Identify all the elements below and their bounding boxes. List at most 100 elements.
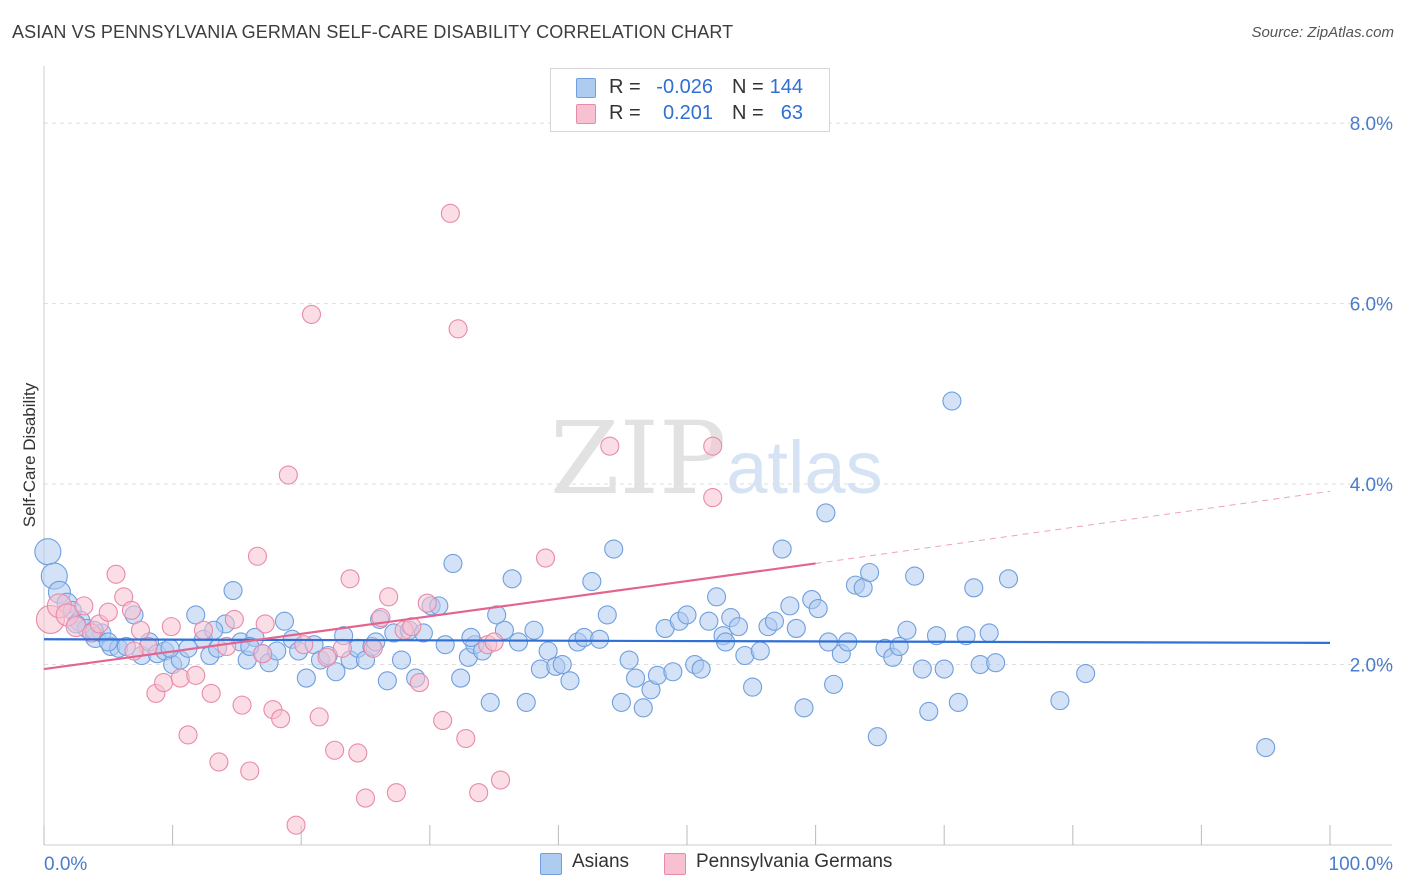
asian-point	[691, 659, 711, 679]
legend-n-value: 144	[769, 76, 803, 98]
pg-point	[309, 707, 329, 727]
chart-title: ASIAN VS PENNSYLVANIA GERMAN SELF-CARE D…	[12, 22, 734, 42]
asian-point	[223, 580, 243, 601]
bottom-legend-label-pg: Pennsylvania Germans	[696, 851, 893, 872]
asian-point	[582, 571, 602, 592]
watermark-atlas: atlas	[726, 426, 883, 509]
asian-point	[663, 662, 683, 682]
asian-point	[619, 650, 639, 670]
asian-point	[326, 662, 346, 682]
asian-point	[824, 674, 844, 694]
legend-swatch-asians	[576, 78, 596, 98]
bottom-legend-swatch-asians	[540, 853, 562, 875]
pg-point	[600, 436, 620, 456]
pg-point	[456, 728, 476, 749]
asian-point	[934, 659, 954, 679]
y-tick-label: 4.0%	[1350, 475, 1393, 496]
asian-point	[794, 698, 814, 718]
asian-point	[377, 671, 397, 691]
pg-point	[325, 740, 345, 760]
pg-point	[417, 593, 437, 613]
asian-point	[786, 618, 806, 638]
legend-row-pg: R = 0.201 N = 63	[551, 101, 829, 127]
asian-point	[956, 626, 976, 646]
pg-point	[106, 564, 126, 584]
asian-point	[274, 611, 295, 631]
asian-point	[451, 668, 471, 688]
asian-point	[186, 605, 206, 625]
pg-point	[332, 638, 352, 658]
asian-point	[867, 727, 887, 747]
pg-point	[186, 665, 206, 685]
asian-point	[480, 692, 500, 712]
pg-point	[98, 602, 118, 622]
asian-point	[919, 701, 939, 722]
asian-point	[905, 566, 925, 586]
asian-point	[699, 611, 719, 631]
asian-point	[964, 578, 984, 598]
asian-point	[942, 391, 962, 411]
legend-r-label: R =	[609, 102, 641, 124]
legend-r-label: R =	[609, 76, 641, 98]
asian-point	[611, 692, 631, 712]
pg-point	[535, 548, 556, 568]
asian-point	[552, 654, 572, 675]
asian-point	[487, 605, 507, 625]
axes	[43, 66, 1392, 846]
grid-lines	[44, 122, 1392, 666]
asian-point	[743, 677, 763, 697]
asian-point	[633, 698, 653, 718]
pg-point	[130, 620, 150, 640]
pg-point	[240, 761, 260, 781]
bottom-legend-swatch-pg	[664, 853, 686, 875]
asian-point	[524, 620, 544, 640]
asian-point	[597, 605, 617, 625]
asian-point	[538, 641, 558, 661]
asian-point	[860, 562, 880, 583]
asian-point	[986, 653, 1006, 673]
y-tick-label: 6.0%	[1350, 295, 1393, 316]
asian-point	[808, 599, 828, 619]
pg-point	[271, 709, 291, 729]
watermark: ZIPatlas	[550, 400, 883, 517]
asian-point	[897, 620, 917, 640]
pg-point	[386, 783, 406, 803]
legend-n-value: 63	[780, 102, 803, 124]
pg-point	[278, 465, 298, 485]
asian-point	[626, 668, 646, 688]
asian-point	[590, 629, 610, 649]
asian-point	[998, 569, 1019, 589]
pg-point	[74, 596, 94, 616]
pg-trend-line	[43, 562, 816, 671]
asian-point	[926, 626, 947, 646]
pg-point	[286, 815, 306, 835]
tick-labels: 2.0% 4.0% 6.0% 8.0% 0.0% 100.0%	[44, 114, 1393, 875]
y-tick-label: 8.0%	[1350, 114, 1393, 135]
pg-point	[440, 203, 460, 223]
asian-point	[912, 659, 932, 679]
pg-point	[490, 770, 511, 790]
pg-point	[379, 587, 399, 607]
pg-point	[178, 725, 198, 745]
pg-point	[448, 319, 468, 339]
watermark-zip: ZIP	[550, 400, 727, 517]
pg-point	[317, 647, 337, 667]
pg-point	[363, 638, 383, 658]
asian-point	[560, 671, 580, 691]
pg-point	[294, 635, 314, 655]
asian-point	[707, 587, 727, 607]
asian-point	[677, 605, 697, 625]
asian-point	[780, 596, 800, 616]
asian-point	[435, 635, 455, 655]
pg-point	[355, 788, 376, 808]
asian-point	[461, 627, 481, 648]
pg-point	[255, 614, 275, 634]
legend-n-label: N =	[732, 102, 764, 124]
pg-point	[209, 752, 229, 772]
pg-point	[484, 632, 504, 652]
pg-point	[247, 546, 268, 566]
pg-points	[35, 203, 723, 835]
asian-point	[296, 668, 316, 688]
asian-point	[889, 636, 909, 657]
